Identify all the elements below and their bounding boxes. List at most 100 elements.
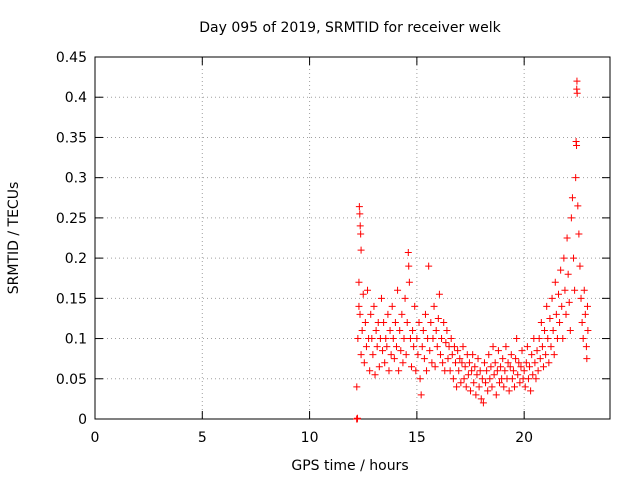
x-axis-label: GPS time / hours [291, 458, 408, 474]
data-point [504, 359, 512, 367]
data-point [480, 359, 488, 367]
data-point [410, 343, 418, 351]
data-point [575, 230, 583, 238]
data-point [513, 335, 521, 343]
data-point [501, 367, 509, 375]
data-point [551, 278, 559, 286]
data-point [547, 343, 555, 351]
data-point [535, 335, 543, 343]
data-point [353, 414, 361, 422]
data-point [427, 318, 435, 326]
data-point [459, 343, 467, 351]
data-points [353, 77, 592, 423]
data-point [533, 347, 541, 355]
data-point [563, 234, 571, 242]
data-point [370, 302, 378, 310]
data-point [461, 363, 469, 371]
y-tick-label: 0.15 [56, 291, 87, 307]
data-point [391, 318, 399, 326]
data-point [419, 327, 427, 335]
data-point [576, 262, 584, 270]
data-point [371, 371, 379, 379]
data-point [502, 343, 510, 351]
data-point [542, 351, 550, 359]
data-point [557, 266, 565, 274]
data-point [573, 141, 581, 149]
data-point [584, 327, 592, 335]
data-point [355, 203, 363, 211]
data-point [386, 327, 394, 335]
data-point [474, 355, 482, 363]
data-point [439, 359, 447, 367]
data-point [442, 339, 450, 347]
data-point [539, 363, 547, 371]
data-point [382, 335, 390, 343]
data-point [490, 371, 498, 379]
data-point [473, 371, 481, 379]
data-point [426, 347, 434, 355]
data-point [579, 335, 587, 343]
data-point [354, 335, 362, 343]
data-point [373, 343, 381, 351]
data-point [361, 318, 369, 326]
data-point [546, 314, 554, 322]
data-point [568, 194, 576, 202]
y-axis-label: SRMTID / TECUs [6, 182, 22, 295]
data-point [492, 391, 500, 399]
data-point [543, 302, 551, 310]
data-point [544, 335, 552, 343]
data-point [381, 359, 389, 367]
data-point [524, 375, 532, 383]
data-point [581, 310, 589, 318]
axis-ticks: 0 0.05 0.1 0.15 0.2 0.25 0.3 0.35 0.4 0.45 0 5 10 15 2… [56, 50, 610, 446]
data-point [506, 363, 514, 371]
data-point [564, 270, 572, 278]
data-point [545, 359, 553, 367]
data-point [367, 310, 375, 318]
data-point [450, 343, 458, 351]
data-point [531, 359, 539, 367]
data-point [414, 351, 422, 359]
data-point [438, 335, 446, 343]
data-point [355, 302, 363, 310]
data-point [497, 363, 505, 371]
data-point [505, 387, 513, 395]
data-point [467, 387, 475, 395]
data-point [399, 359, 407, 367]
data-point [356, 210, 364, 218]
data-point [430, 302, 438, 310]
data-point [443, 327, 451, 335]
data-point [465, 359, 473, 367]
data-point [357, 246, 365, 254]
data-point [359, 290, 367, 298]
data-point [440, 318, 448, 326]
data-point [517, 363, 525, 371]
data-point [583, 355, 591, 363]
data-point [425, 262, 433, 270]
data-point [574, 202, 582, 210]
data-point [509, 367, 517, 375]
data-point [372, 327, 380, 335]
data-point [489, 343, 497, 351]
data-point [550, 351, 558, 359]
data-point [421, 310, 429, 318]
chart-title: Day 095 of 2019, SRMTID for receiver wel… [199, 20, 501, 36]
data-point [559, 335, 567, 343]
y-tick-label: 0.4 [65, 90, 87, 106]
data-point [353, 383, 361, 391]
x-tick-label: 10 [301, 430, 319, 446]
data-point [434, 314, 442, 322]
data-point [523, 343, 531, 351]
data-point [403, 318, 411, 326]
data-point [384, 310, 392, 318]
data-point [534, 367, 542, 375]
data-point [499, 355, 507, 363]
data-point [479, 399, 487, 407]
data-point [404, 248, 412, 256]
data-point [366, 367, 374, 375]
data-point [395, 367, 403, 375]
y-tick-label: 0.3 [65, 171, 87, 187]
data-point [358, 327, 366, 335]
data-point [516, 379, 524, 387]
y-tick-label: 0.2 [65, 251, 87, 267]
